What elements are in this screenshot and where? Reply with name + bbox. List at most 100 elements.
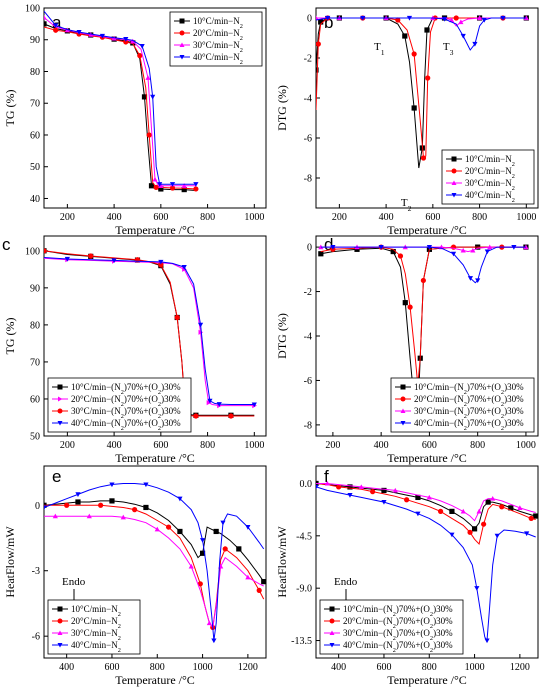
y-tick-label: -2 bbox=[304, 54, 312, 65]
data-point bbox=[206, 620, 212, 626]
data-point bbox=[404, 497, 410, 503]
data-point bbox=[109, 498, 115, 504]
data-point bbox=[476, 508, 482, 514]
data-point bbox=[158, 183, 164, 188]
y-tick-label: -9.0 bbox=[296, 584, 312, 595]
data-point bbox=[251, 402, 257, 408]
y-tick-label: 60 bbox=[30, 130, 40, 141]
data-point bbox=[524, 531, 530, 537]
panel-f: 400 600 800 1000 1200 0.0 -4.5 -9.0 -13.5 Tempera… bbox=[275, 465, 539, 687]
x-tick-label: 800 bbox=[200, 440, 215, 451]
legend: 10°C/min−N220°C/min−N230°C/min−N240°C/mi… bbox=[441, 149, 535, 205]
series-line bbox=[316, 17, 527, 160]
data-point bbox=[44, 14, 47, 20]
data-point bbox=[402, 300, 408, 306]
legend-entry: 30°C/min−N2 bbox=[193, 40, 243, 54]
endo-label: Endo bbox=[334, 576, 358, 588]
data-point bbox=[487, 244, 493, 250]
y-axis-label: DTG (%) bbox=[275, 313, 289, 359]
y-tick-label: -13.5 bbox=[291, 636, 312, 647]
data-point bbox=[86, 513, 92, 519]
data-point bbox=[165, 524, 172, 530]
data-point bbox=[397, 253, 404, 259]
data-point bbox=[325, 15, 331, 21]
data-point bbox=[139, 44, 145, 49]
legend-box bbox=[47, 377, 192, 433]
data-point bbox=[499, 504, 505, 510]
legend-entry: 20°C/min−(N2)70%+(O2)30% bbox=[71, 394, 181, 408]
data-point bbox=[245, 574, 251, 580]
series-line bbox=[44, 10, 196, 185]
panel-letter: e bbox=[52, 467, 61, 486]
data-point bbox=[245, 525, 251, 530]
data-point bbox=[517, 505, 523, 510]
legend-marker bbox=[57, 606, 63, 612]
data-point bbox=[99, 33, 106, 39]
x-tick-label: 1200 bbox=[510, 662, 530, 673]
panel-letter: a bbox=[52, 13, 62, 32]
legend-entry: 40°C/min−N2 bbox=[71, 640, 121, 654]
data-point bbox=[75, 492, 81, 497]
y-tick-label: -6 bbox=[304, 376, 312, 387]
panel-d: 200 400 600 800 1000 0 -2 -4 -6 -8 Temperature /°C… bbox=[275, 235, 539, 465]
data-point bbox=[153, 184, 159, 190]
plot-area bbox=[44, 482, 266, 644]
data-point bbox=[494, 533, 500, 539]
y-tick-label: 0.0 bbox=[300, 479, 313, 490]
data-point bbox=[411, 105, 417, 111]
data-point bbox=[261, 579, 266, 585]
data-point bbox=[411, 51, 417, 57]
data-point bbox=[145, 75, 151, 80]
x-tick-label: 600 bbox=[153, 440, 168, 451]
y-tick-label: -4.5 bbox=[296, 531, 312, 542]
data-point bbox=[471, 526, 478, 532]
data-point bbox=[174, 314, 180, 321]
data-point bbox=[528, 515, 534, 521]
y-axis-label: HeatFlow/mW bbox=[275, 526, 289, 598]
data-point bbox=[316, 484, 319, 490]
data-point bbox=[490, 495, 496, 501]
series-line bbox=[44, 483, 265, 641]
x-tick-label: 400 bbox=[374, 440, 389, 451]
panel-c: 200 400 600 800 1000 50 60 70 80 90 100 Temperature… bbox=[2, 235, 267, 465]
data-point bbox=[228, 413, 234, 419]
data-point bbox=[152, 176, 158, 182]
x-tick-label: 400 bbox=[59, 662, 74, 673]
series-line bbox=[316, 486, 536, 643]
legend-marker bbox=[329, 630, 335, 635]
data-point bbox=[511, 245, 517, 250]
x-axis-label: Temperature /°C bbox=[115, 223, 195, 237]
data-point bbox=[222, 546, 228, 552]
data-point bbox=[75, 499, 81, 505]
x-tick-label: 400 bbox=[331, 662, 346, 673]
y-tick-label: 80 bbox=[30, 320, 40, 331]
data-point bbox=[420, 155, 427, 161]
x-axis-label: Temperature /°C bbox=[387, 223, 467, 237]
data-point bbox=[453, 15, 459, 21]
data-point bbox=[330, 245, 336, 250]
data-point bbox=[449, 508, 455, 514]
data-point bbox=[98, 502, 104, 508]
x-tick-label: 1000 bbox=[244, 440, 264, 451]
legend-box bbox=[390, 377, 535, 433]
x-tick-label: 1000 bbox=[516, 440, 536, 451]
data-point bbox=[407, 304, 413, 310]
data-point bbox=[143, 504, 149, 511]
data-point bbox=[476, 15, 483, 21]
data-point bbox=[402, 33, 408, 39]
data-point bbox=[481, 17, 487, 23]
y-tick-label: 60 bbox=[30, 394, 40, 405]
series-line bbox=[320, 246, 526, 385]
panel-b: 200 400 600 800 1000 0 -2 -4 -6 -8 Temperature /°C… bbox=[275, 7, 539, 237]
data-point bbox=[358, 484, 364, 490]
data-point bbox=[481, 521, 487, 527]
data-point bbox=[181, 186, 187, 193]
data-point bbox=[199, 550, 206, 556]
data-point bbox=[158, 186, 164, 192]
data-point bbox=[111, 258, 117, 264]
data-point bbox=[395, 17, 401, 23]
data-point bbox=[533, 513, 538, 519]
legend-marker bbox=[400, 384, 406, 390]
x-tick-label: 600 bbox=[104, 662, 119, 673]
y-tick-label: -3 bbox=[32, 566, 40, 577]
